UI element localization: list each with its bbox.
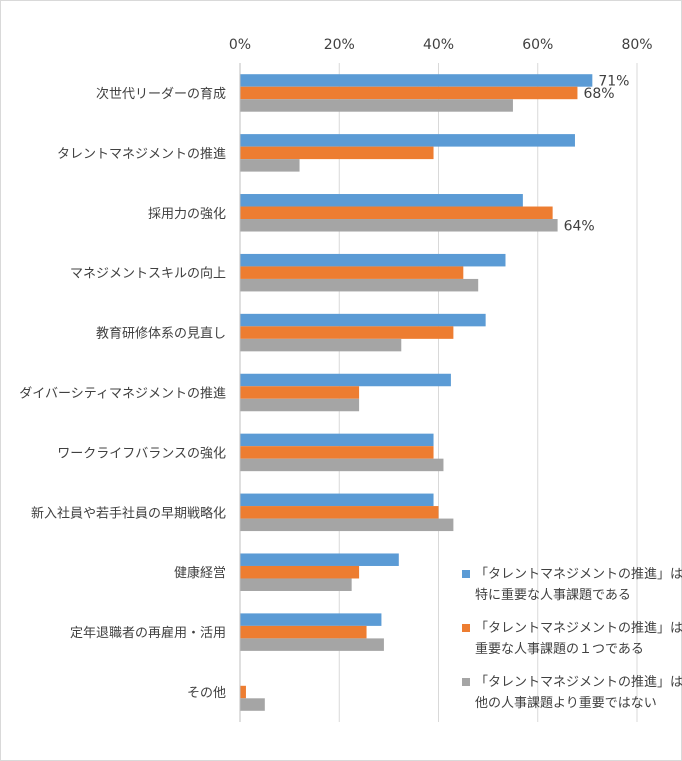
- legend-swatch: [462, 624, 470, 632]
- bar: [240, 458, 444, 472]
- bar: [240, 278, 479, 292]
- bar: [240, 518, 454, 532]
- bar: [240, 194, 523, 207]
- bar: [240, 698, 265, 711]
- x-tick-label: 40%: [423, 37, 454, 53]
- category-label: タレントマネジメントの推進: [57, 147, 226, 162]
- bar: [240, 159, 300, 172]
- bars: [240, 74, 593, 711]
- legend-label: 特に重要な人事課題である: [475, 587, 631, 603]
- x-tick-label: 80%: [621, 37, 652, 53]
- category-label: 健康経営: [174, 565, 226, 581]
- category-label: 採用力の強化: [148, 207, 226, 222]
- bar: [240, 146, 434, 160]
- category-label: ダイバーシティマネジメントの推進: [19, 387, 226, 402]
- x-tick-label: 60%: [522, 37, 553, 53]
- bar: [240, 134, 575, 147]
- bar: [240, 638, 384, 651]
- legend-label: 「タレントマネジメントの推進」は: [475, 675, 682, 690]
- x-tick-label: 20%: [324, 37, 355, 53]
- category-label: 次世代リーダーの育成: [96, 86, 226, 102]
- bar: [240, 338, 402, 352]
- bar: [240, 613, 382, 626]
- data-label: 71%: [598, 73, 629, 89]
- data-label: 68%: [583, 86, 614, 102]
- bar: [240, 206, 553, 220]
- category-label: マネジメントスキルの向上: [70, 266, 226, 282]
- category-label: 定年退職者の再雇用・活用: [70, 625, 226, 641]
- bar: [240, 99, 513, 112]
- bar: [240, 86, 578, 100]
- bar: [240, 266, 464, 279]
- labels: 次世代リーダーの育成タレントマネジメントの推進採用力の強化マネジメントスキルの向…: [19, 73, 629, 701]
- category-label: 教育研修体系の見直し: [96, 326, 226, 342]
- bar: [240, 685, 246, 699]
- category-label: ワークライフバランスの強化: [57, 446, 226, 461]
- bar: [240, 625, 367, 639]
- category-label: その他: [187, 686, 226, 701]
- category-label: 新入社員や若手社員の早期戦略化: [31, 505, 226, 521]
- legend-label: 重要な人事課題の１つである: [475, 641, 644, 657]
- legend-label: 他の人事課題より重要ではない: [475, 695, 657, 711]
- legend-swatch: [462, 678, 470, 686]
- bar: [240, 219, 558, 232]
- bar: [240, 398, 360, 412]
- bar: [240, 386, 360, 399]
- legend-label: 「タレントマネジメントの推進」は: [475, 567, 682, 582]
- bar: [240, 253, 506, 267]
- bar: [240, 326, 454, 339]
- bar: [240, 446, 434, 459]
- bar: [240, 565, 360, 579]
- axis: 0% 20% 40% 60% 80%: [229, 37, 653, 722]
- x-tick-label: 0%: [229, 37, 251, 53]
- bar: [240, 74, 593, 87]
- bar: [240, 506, 439, 519]
- bar: [240, 493, 434, 507]
- bar: [240, 578, 352, 591]
- bar: [240, 313, 486, 327]
- bar: [240, 433, 434, 447]
- legend-swatch: [462, 570, 470, 578]
- bar: [240, 373, 451, 387]
- bar: [240, 553, 399, 566]
- data-label: 64%: [564, 218, 595, 234]
- legend-label: 「タレントマネジメントの推進」は: [475, 621, 682, 636]
- legend: 「タレントマネジメントの推進」は特に重要な人事課題である「タレントマネジメントの…: [462, 567, 682, 711]
